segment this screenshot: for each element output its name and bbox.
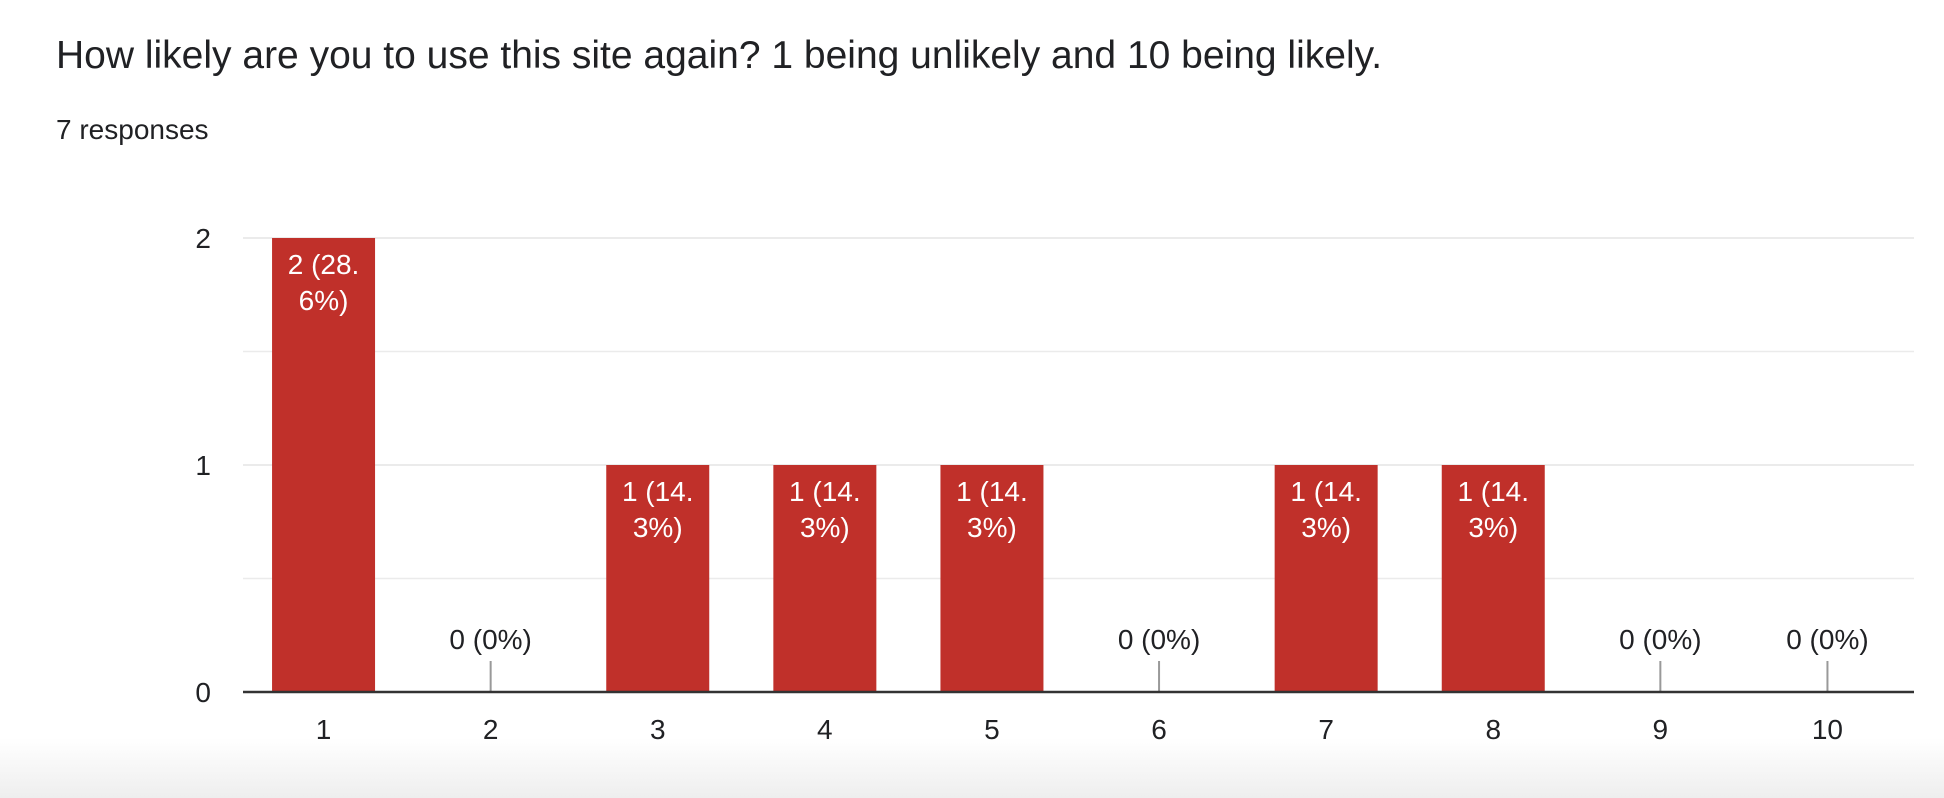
- question-title: How likely are you to use this site agai…: [56, 34, 1383, 77]
- x-tick-label: 9: [1653, 714, 1669, 745]
- bar-data-label: 0 (0%): [1786, 624, 1868, 655]
- axes: 0 1 2 1 2 3 4 5 6 7 8 9 10: [195, 223, 1914, 745]
- data-labels: 2 (28. 6%) 0 (0%) 1 (14. 3%) 1 (14. 3%) 1 (14. 3…: [288, 249, 1869, 655]
- bar-data-label: 1 (14. 3%): [622, 476, 694, 543]
- bar-1: [272, 238, 376, 692]
- response-count: 7 responses: [56, 114, 209, 145]
- bar-data-label: 0 (0%): [449, 624, 531, 655]
- bar-8: [1441, 465, 1545, 692]
- bar-5: [940, 465, 1044, 692]
- bar-3: [606, 465, 710, 692]
- bar-data-label: 0 (0%): [1118, 624, 1200, 655]
- grid-lines: [243, 237, 1914, 580]
- bars: [272, 238, 1829, 692]
- bar-data-label: 0 (0%): [1619, 624, 1701, 655]
- y-tick-label: 2: [195, 223, 211, 254]
- x-tick-label: 7: [1318, 714, 1334, 745]
- x-tick-label: 2: [483, 714, 499, 745]
- bar-data-label: 1 (14. 3%): [956, 476, 1028, 543]
- bar-data-label: 1 (14. 3%): [1290, 476, 1362, 543]
- x-tick-label: 4: [817, 714, 833, 745]
- bar-data-label: 1 (14. 3%): [1457, 476, 1529, 543]
- bar-data-label: 1 (14. 3%): [789, 476, 861, 543]
- bar-4: [773, 465, 877, 692]
- x-tick-label: 5: [984, 714, 1000, 745]
- x-tick-label: 6: [1151, 714, 1167, 745]
- x-tick-label: 3: [650, 714, 666, 745]
- y-tick-label: 0: [195, 677, 211, 708]
- x-tick-label: 10: [1812, 714, 1843, 745]
- bar-data-label: 2 (28. 6%): [288, 249, 360, 316]
- bar-7: [1274, 465, 1378, 692]
- x-tick-label: 8: [1485, 714, 1501, 745]
- x-tick-label: 1: [316, 714, 332, 745]
- y-tick-label: 1: [195, 450, 211, 481]
